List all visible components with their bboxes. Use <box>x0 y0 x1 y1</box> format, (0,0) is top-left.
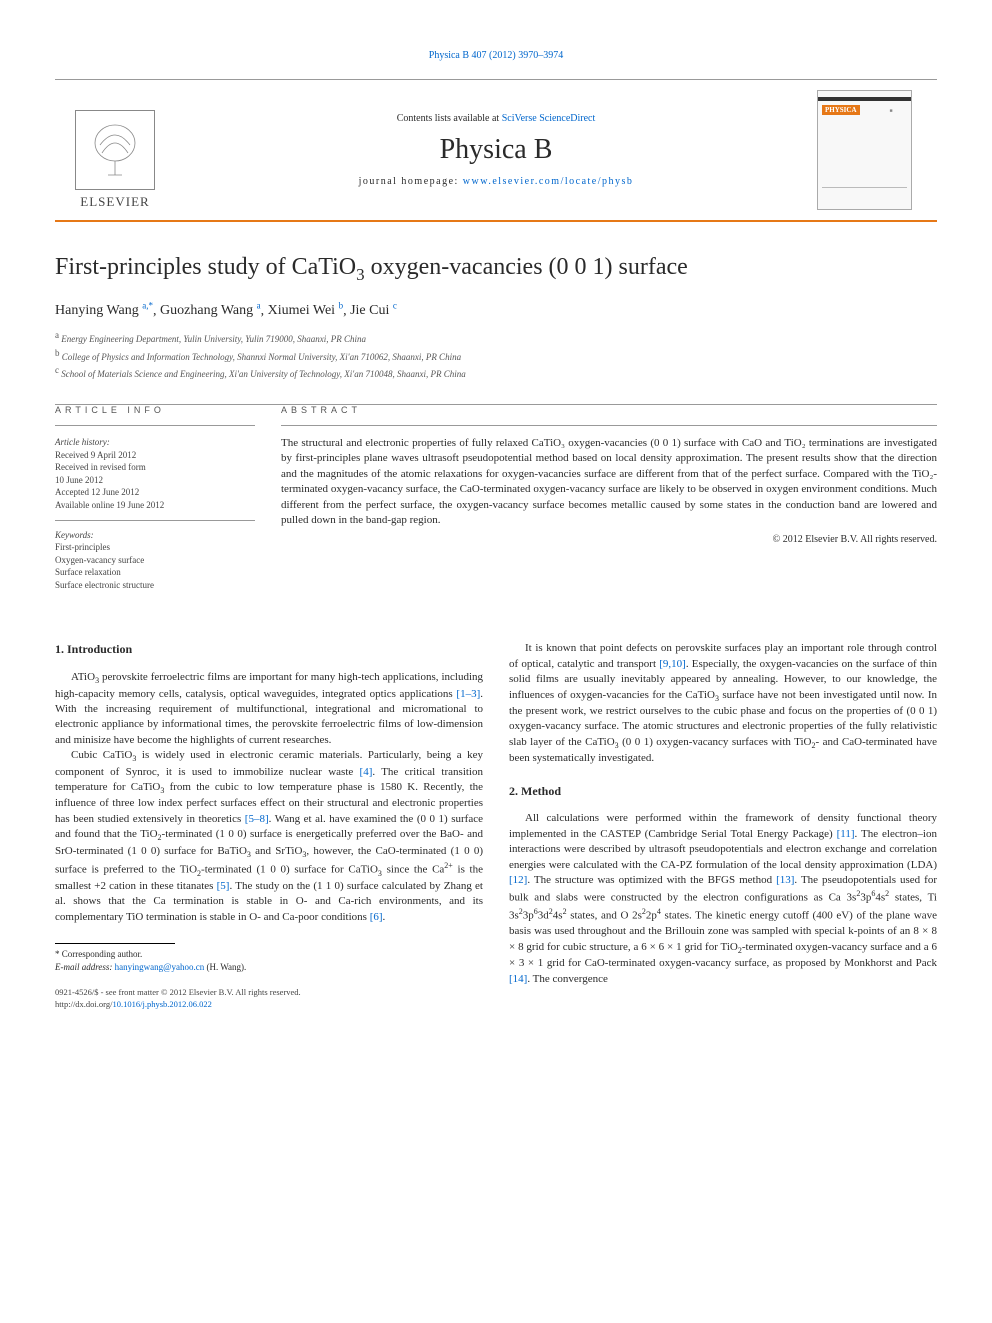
author-affil-mark[interactable]: c <box>393 301 397 311</box>
article-history: Article history: Received 9 April 2012 R… <box>55 436 255 592</box>
contents-prefix: Contents lists available at <box>397 113 502 124</box>
article-bottom-info: 0921-4526/$ - see front matter © 2012 El… <box>55 987 483 1011</box>
history-label: Article history: <box>55 436 255 449</box>
top-citation: Physica B 407 (2012) 3970–3974 <box>55 50 937 61</box>
keyword: First-principles <box>55 541 255 554</box>
keywords-label: Keywords: <box>55 529 255 542</box>
history-line: Received 9 April 2012 <box>55 449 255 462</box>
abstract-label: ABSTRACT <box>281 405 937 425</box>
journal-header: ELSEVIER Contents lists available at Sci… <box>55 79 937 222</box>
email-label: E-mail address: <box>55 962 115 972</box>
abstract-text: The structural and electronic properties… <box>281 436 937 528</box>
affiliations: a Energy Engineering Department, Yulin U… <box>55 329 937 382</box>
ref-link[interactable]: [11] <box>837 828 855 840</box>
author: Xiumei Wei b <box>268 303 343 318</box>
history-line: Accepted 12 June 2012 <box>55 486 255 499</box>
ref-link[interactable]: [5–8] <box>245 813 269 825</box>
affil-text: College of Physics and Information Techn… <box>62 352 461 362</box>
footnote-separator <box>55 943 175 944</box>
paragraph: All calculations were performed within t… <box>509 811 937 987</box>
corresponding-author-footnote: * Corresponding author. E-mail address: … <box>55 948 483 973</box>
affil-mark: a <box>55 330 59 340</box>
publisher-logo: ELSEVIER <box>55 90 175 210</box>
affiliation: a Energy Engineering Department, Yulin U… <box>55 329 937 347</box>
paragraph: ATiO3 perovskite ferroelectric films are… <box>55 670 483 748</box>
publisher-name: ELSEVIER <box>80 194 149 210</box>
elsevier-tree-icon <box>75 110 155 190</box>
paragraph: Cubic CaTiO3 is widely used in electroni… <box>55 748 483 925</box>
issn-line: 0921-4526/$ - see front matter © 2012 El… <box>55 987 483 999</box>
paragraph: It is known that point defects on perovs… <box>509 641 937 766</box>
article-title: First-principles study of CaTiO3 oxygen-… <box>55 254 937 285</box>
title-post: oxygen-vacancies (0 0 1) surface <box>365 254 688 280</box>
homepage-prefix: journal homepage: <box>359 176 463 187</box>
sciencedirect-link[interactable]: SciVerse ScienceDirect <box>502 113 596 124</box>
journal-cover-thumbnail: PHYSICA■ <box>817 90 912 210</box>
footnote-corr: * Corresponding author. <box>55 948 483 961</box>
article-info-label: ARTICLE INFO <box>55 405 255 425</box>
section-heading-intro: 1. Introduction <box>55 641 483 658</box>
article-body: 1. Introduction ATiO3 perovskite ferroel… <box>55 641 937 1011</box>
author-affil-mark[interactable]: a <box>257 301 261 311</box>
history-line: Available online 19 June 2012 <box>55 499 255 512</box>
affil-mark: c <box>55 365 59 375</box>
email-who: (H. Wang). <box>204 962 246 972</box>
affil-text: Energy Engineering Department, Yulin Uni… <box>61 334 366 344</box>
affiliation: c School of Materials Science and Engine… <box>55 364 937 382</box>
history-line: 10 June 2012 <box>55 474 255 487</box>
ref-link[interactable]: [14] <box>509 973 527 985</box>
affil-mark: b <box>55 348 60 358</box>
citation-link[interactable]: Physica B 407 (2012) 3970–3974 <box>429 50 563 61</box>
affil-text: School of Materials Science and Engineer… <box>61 369 465 379</box>
authors-list: Hanying Wang a,*, Guozhang Wang a, Xiume… <box>55 301 937 320</box>
author-name: Hanying Wang <box>55 303 139 318</box>
author-name: Xiumei Wei <box>268 303 335 318</box>
section-heading-method: 2. Method <box>509 783 937 800</box>
ref-link[interactable]: [6] <box>370 911 383 923</box>
ref-link[interactable]: [13] <box>776 874 794 886</box>
ref-link[interactable]: [12] <box>509 874 527 886</box>
keyword: Oxygen-vacancy surface <box>55 554 255 567</box>
ref-link[interactable]: [4] <box>360 766 373 778</box>
info-abstract-row: ARTICLE INFO Article history: Received 9… <box>55 404 937 592</box>
author-email-link[interactable]: hanyingwang@yahoo.cn <box>115 962 205 972</box>
contents-available: Contents lists available at SciVerse Sci… <box>185 113 807 124</box>
keyword: Surface electronic structure <box>55 579 255 592</box>
abstract-copyright: © 2012 Elsevier B.V. All rights reserved… <box>281 534 937 545</box>
author: Hanying Wang a,* <box>55 303 153 318</box>
author: Guozhang Wang a <box>160 303 261 318</box>
affiliation: b College of Physics and Information Tec… <box>55 347 937 365</box>
history-line: Received in revised form <box>55 461 255 474</box>
info-divider <box>55 520 255 521</box>
author-name: Guozhang Wang <box>160 303 253 318</box>
ref-link[interactable]: [9,10] <box>659 658 686 670</box>
author-affil-mark[interactable]: a,* <box>142 301 153 311</box>
title-pre: First-principles study of CaTiO <box>55 254 356 280</box>
doi-prefix: http://dx.doi.org/ <box>55 999 112 1009</box>
homepage-link[interactable]: www.elsevier.com/locate/physb <box>463 176 634 187</box>
doi-link[interactable]: 10.1016/j.physb.2012.06.022 <box>112 999 211 1009</box>
author-name: Jie Cui <box>350 303 389 318</box>
title-sub: 3 <box>356 265 365 284</box>
ref-link[interactable]: [5] <box>217 880 230 892</box>
journal-homepage: journal homepage: www.elsevier.com/locat… <box>185 176 807 187</box>
author-affil-mark[interactable]: b <box>339 301 344 311</box>
keyword: Surface relaxation <box>55 566 255 579</box>
journal-name: Physica B <box>185 134 807 166</box>
author: Jie Cui c <box>350 303 397 318</box>
ref-link[interactable]: [1–3] <box>456 688 480 700</box>
